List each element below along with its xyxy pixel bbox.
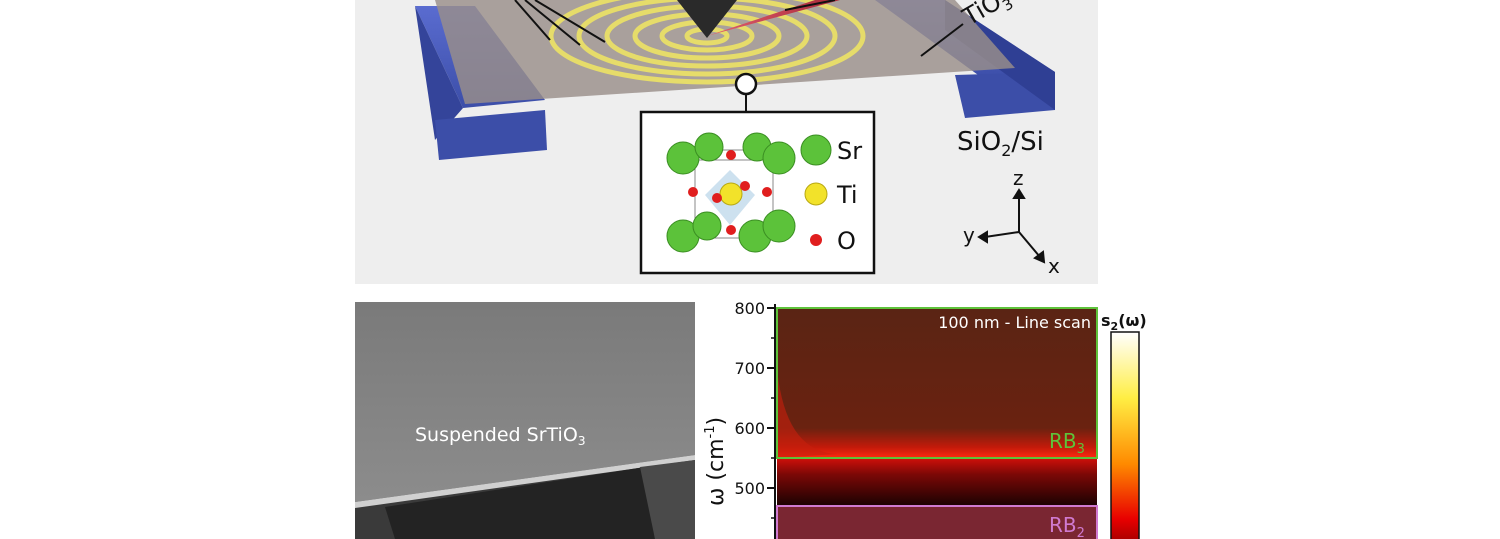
- legend-sr-label: Sr: [837, 137, 862, 165]
- heatmap-region-rb2: [777, 506, 1097, 539]
- band-frame-rb3: [776, 307, 1098, 459]
- legend-ti-label: Ti: [836, 181, 858, 209]
- afm-tip: [677, 0, 737, 38]
- laser-beam: [707, 0, 840, 36]
- sem-image: Suspended SrTiO3: [355, 302, 695, 539]
- magnifier-circle: [734, 72, 758, 96]
- band-label-rb3: RB3: [1049, 429, 1085, 457]
- substrate-label: SiO2/Si: [957, 127, 1044, 160]
- heatmap-edge-feature: [777, 368, 837, 458]
- unit-cell-inset: Sr Ti O: [639, 110, 876, 275]
- colorbar: [1110, 331, 1140, 539]
- schematic-panel: TiO3 SiO2/Si: [355, 0, 1098, 284]
- sem-label: Suspended SrTiO3: [415, 424, 586, 448]
- axis-z-label: z: [1013, 166, 1024, 190]
- axes-triad: [977, 188, 1046, 264]
- y-tick-label-500: 500: [734, 479, 765, 498]
- heatmap-plot: RB3 RB2 100 nm - Line scan 800 700 600 500 ω (c…: [695, 290, 1155, 539]
- scattered-light-lines: [514, 0, 606, 46]
- y-tick-label-700: 700: [734, 359, 765, 378]
- legend-ti-swatch: [804, 182, 828, 206]
- band-label-rb2: RB2: [1049, 513, 1085, 539]
- legend-o-label: O: [837, 227, 856, 255]
- y-axis-label: ω (cm-1): [703, 417, 729, 506]
- legend-sr-swatch: [800, 134, 832, 166]
- chart-title: 100 nm - Line scan: [938, 313, 1091, 332]
- band-frame-rb2: [776, 505, 1098, 539]
- colorbar-label: s2(ω): [1101, 311, 1147, 333]
- axis-y-label: y: [963, 223, 975, 247]
- legend-o-swatch: [810, 234, 822, 246]
- schematic-drawing: TiO3 SiO2/Si: [415, 0, 1060, 278]
- y-tick-label-600: 600: [734, 419, 765, 438]
- heatmap-region-rb3: [777, 308, 1097, 458]
- axis-x-label: x: [1048, 254, 1060, 278]
- heatmap-region-gap: [777, 458, 1097, 506]
- y-tick-label-800: 800: [734, 299, 765, 318]
- material-pointer: [920, 23, 964, 57]
